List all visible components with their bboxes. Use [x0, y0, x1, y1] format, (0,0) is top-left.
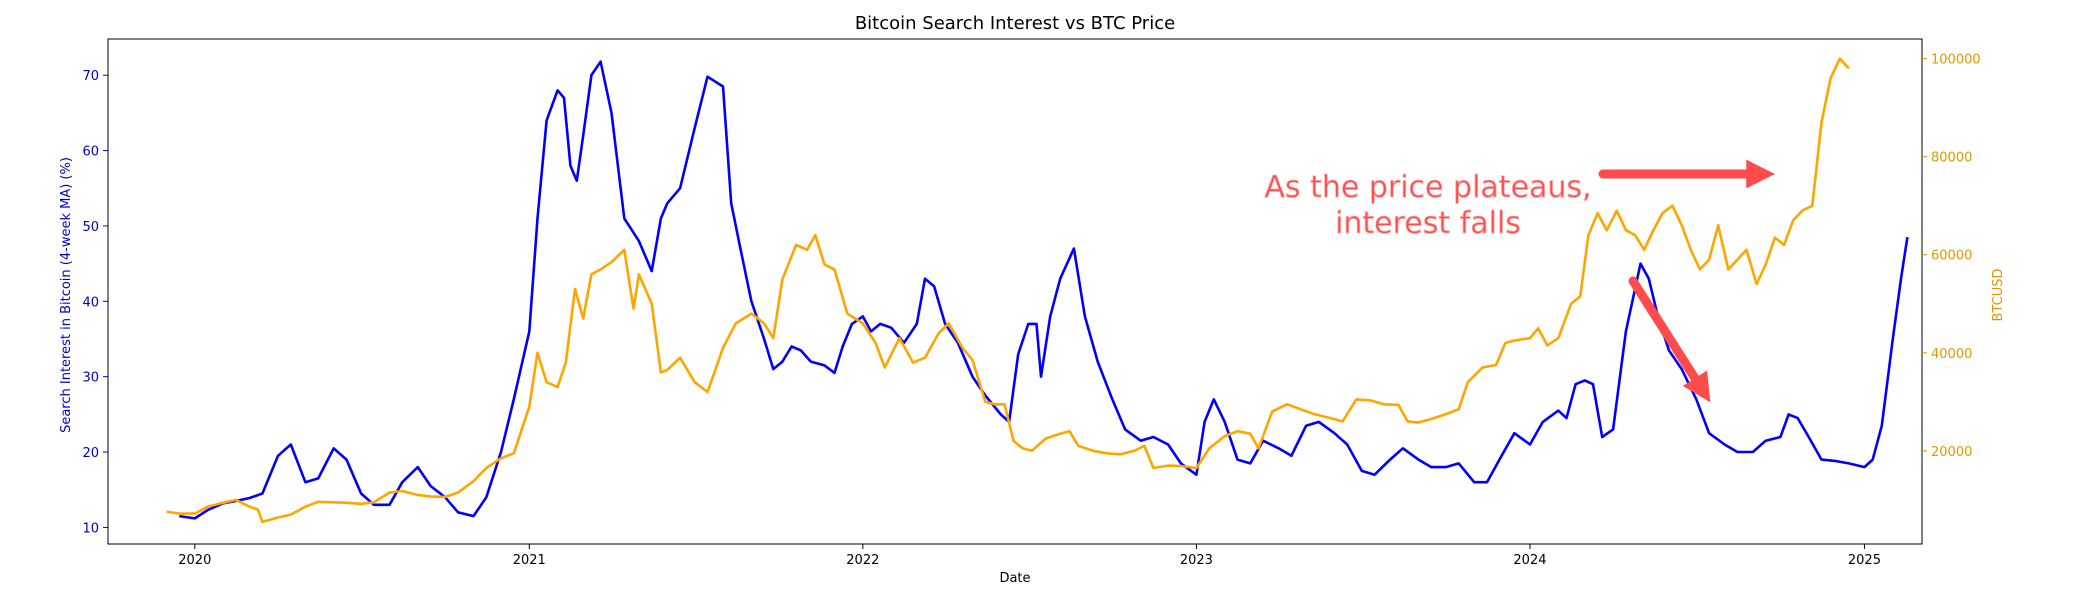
- x-axis-label: Date: [999, 571, 1030, 586]
- annotation-line-2: interest falls: [1335, 206, 1521, 241]
- y-axis-label-right: BTCUSD: [1991, 269, 2006, 322]
- y-tick-label-left: 60: [82, 145, 99, 160]
- y-tick-label-left: 50: [82, 220, 99, 235]
- y-tick-label-left: 40: [82, 295, 99, 310]
- annotation: As the price plateaus, interest falls: [1264, 170, 1592, 242]
- x-tick-label: 2024: [1513, 553, 1546, 568]
- x-tick-label: 2021: [513, 553, 546, 568]
- plot-frame: [107, 38, 1923, 545]
- x-tick-label: 2025: [1848, 553, 1881, 568]
- y-tick-label-left: 30: [82, 371, 99, 386]
- chart-title: Bitcoin Search Interest vs BTC Price: [855, 13, 1175, 34]
- x-tick-label: 2022: [846, 553, 879, 568]
- plot-area: 2020 2021 2022 2023 2024 2025 10 20 30 40 50 60 70 20…: [82, 38, 1981, 568]
- x-tick-label: 2020: [178, 553, 211, 568]
- y-tick-label-right: 80000: [1931, 151, 1972, 166]
- annotation-line-1: As the price plateaus,: [1264, 170, 1591, 205]
- price-line: [166, 57, 1850, 524]
- y-tick-label-left: 20: [82, 446, 99, 461]
- y-axis-label-left: Search Interest in Bitcoin (4-week MA) (…: [59, 157, 74, 433]
- interest-line: [179, 60, 1909, 520]
- y-tick-label-right: 100000: [1931, 53, 1981, 68]
- y-tick-label-right: 20000: [1931, 445, 1972, 460]
- annotation-arrow-down: [1628, 276, 1711, 403]
- x-tick-label: 2023: [1180, 553, 1213, 568]
- y-tick-label-left: 10: [82, 521, 99, 536]
- y-tick-label-right: 40000: [1931, 347, 1972, 362]
- y-tick-label-right: 60000: [1931, 249, 1972, 264]
- y-tick-label-left: 70: [82, 69, 99, 84]
